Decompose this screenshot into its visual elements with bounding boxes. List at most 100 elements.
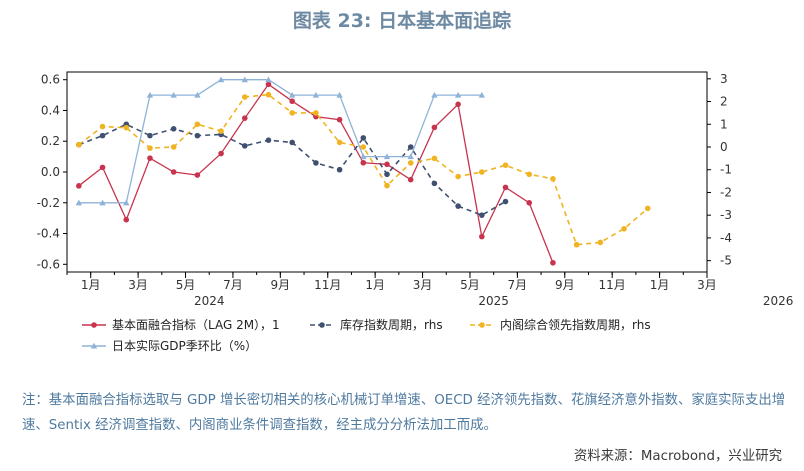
legend-label: 日本实际GDP季环比（%）	[112, 338, 257, 353]
data-point	[621, 226, 627, 232]
data-point	[170, 126, 177, 132]
data-point	[194, 91, 201, 98]
x-tick-label: 5月	[176, 278, 196, 292]
data-point	[241, 115, 248, 121]
data-point	[75, 199, 83, 206]
data-point	[313, 160, 319, 166]
left-tick-label: -0.2	[37, 196, 60, 210]
data-point	[241, 76, 248, 83]
x-tick-label: 11月	[599, 278, 626, 292]
data-point	[479, 169, 485, 175]
right-tick-label: 0	[720, 140, 728, 154]
data-point	[336, 166, 343, 173]
data-point	[265, 137, 272, 143]
data-point	[170, 144, 177, 150]
data-point	[265, 76, 272, 83]
left-tick-label: 0.0	[41, 165, 60, 179]
data-point	[431, 91, 438, 98]
data-point	[454, 91, 462, 98]
data-point	[289, 98, 295, 105]
data-point	[336, 139, 343, 146]
left-tick-label: -0.4	[37, 227, 60, 241]
data-point	[644, 205, 651, 212]
right-tick-label: -2	[720, 185, 732, 199]
legend-item-0: 基本面融合指标（LAG 2M），1	[82, 317, 280, 332]
data-point	[147, 145, 153, 151]
data-point	[241, 94, 248, 100]
series-layer	[75, 76, 651, 266]
data-point	[478, 91, 486, 98]
data-point	[455, 203, 461, 209]
series-3	[75, 76, 486, 206]
data-point	[360, 144, 367, 150]
series-1	[76, 121, 509, 218]
data-point	[597, 239, 604, 246]
data-point	[360, 135, 367, 141]
year-label: 2024	[194, 294, 225, 308]
x-tick-label: 1月	[650, 278, 670, 292]
data-point	[147, 132, 153, 139]
data-point	[99, 164, 106, 171]
data-point	[289, 139, 295, 146]
series-line	[78, 123, 506, 217]
data-point	[170, 91, 177, 98]
data-point	[336, 91, 343, 98]
left-tick-label: -0.6	[37, 257, 60, 271]
left-tick-label: 0.4	[41, 103, 60, 117]
x-tick-label: 7月	[223, 278, 243, 292]
data-point	[170, 169, 177, 175]
right-tick-label: -4	[720, 231, 732, 245]
legend-marker	[319, 322, 325, 328]
right-tick-label: -1	[720, 163, 732, 177]
data-point	[147, 155, 153, 161]
data-point	[313, 110, 319, 116]
data-point	[312, 91, 320, 98]
data-point	[526, 171, 533, 178]
x-tick-label: 5月	[460, 278, 480, 292]
legend: 基本面融合指标（LAG 2M），1 库存指数周期，rhs 内阁综合领先指数周期，rh…	[82, 317, 651, 353]
data-point	[502, 162, 509, 168]
legend-item-1: 库存指数周期，rhs	[310, 317, 443, 332]
data-point	[76, 141, 82, 148]
right-tick-label: 1	[720, 117, 728, 131]
x-tick-label: 7月	[508, 278, 528, 292]
chart-title: 图表 23: 日本基本面追踪	[292, 10, 512, 32]
year-label: 2025	[478, 294, 509, 308]
data-point	[288, 91, 296, 98]
chart-area: 0.6 0.4 0.2 0.0 -0.2 -0.4 -0.6 3 2 1 0 -1 -2 -3 -4 -5 1月…	[37, 71, 794, 353]
x-tick-label: 9月	[271, 278, 291, 292]
data-point	[146, 91, 154, 98]
data-point	[217, 76, 225, 83]
series-2	[76, 91, 651, 248]
data-point	[502, 198, 509, 205]
x-tick-label: 1月	[81, 278, 101, 292]
series-line	[78, 79, 482, 204]
data-point	[407, 176, 414, 183]
data-point	[455, 173, 461, 180]
data-point	[526, 199, 533, 206]
x-tick-label: 3月	[413, 278, 433, 292]
year-label: 2026	[763, 294, 794, 308]
data-point	[573, 241, 580, 248]
left-tick-label: 0.2	[41, 134, 60, 148]
legend-marker	[90, 342, 98, 349]
legend-item-3: 日本实际GDP季环比（%）	[82, 338, 257, 353]
right-tick-label: -5	[720, 254, 732, 268]
legend-label: 库存指数周期，rhs	[340, 317, 443, 332]
series-0	[76, 81, 556, 266]
data-point	[431, 155, 438, 162]
data-point	[76, 183, 82, 189]
data-point	[289, 110, 295, 116]
data-point	[384, 171, 390, 178]
data-point	[479, 212, 485, 218]
legend-label: 基本面融合指标（LAG 2M），1	[112, 317, 280, 332]
data-point	[360, 153, 367, 160]
data-point	[99, 132, 106, 139]
source-line: 资料来源：Macrobond，兴业研究	[573, 449, 782, 464]
data-point	[407, 144, 414, 150]
legend-label: 内阁综合领先指数周期，rhs	[500, 317, 651, 332]
data-point	[407, 160, 414, 166]
legend-marker	[91, 322, 97, 328]
axes: 0.6 0.4 0.2 0.0 -0.2 -0.4 -0.6 3 2 1 0 -1 -2 -3 -4 -5 1月…	[37, 71, 794, 308]
x-tick-label: 11月	[314, 278, 341, 292]
